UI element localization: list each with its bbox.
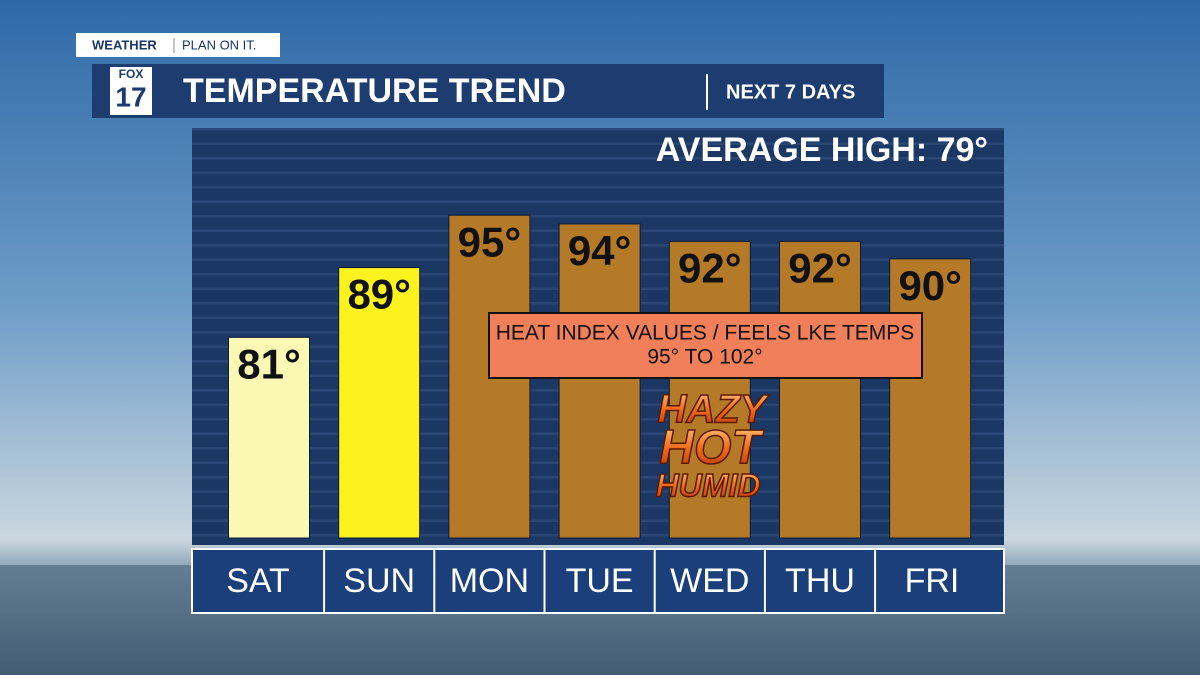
stamp-word: HOT xyxy=(659,422,764,475)
header-right: NEXT 7 DAYS xyxy=(726,81,855,103)
bar xyxy=(558,223,641,539)
stamp: HAZY HOT HUMID xyxy=(655,387,771,504)
logo-top: FOX xyxy=(119,67,144,81)
heat-index-line2: 95° TO 102° xyxy=(647,346,762,369)
value-label: 81° xyxy=(237,340,301,387)
brand-tagline: PLAN ON IT. xyxy=(182,37,256,52)
brand-bar xyxy=(76,33,280,57)
x-tick-label: MON xyxy=(450,562,529,600)
x-tick-label: SUN xyxy=(343,562,415,600)
x-tick-label: FRI xyxy=(905,562,960,600)
x-tick-label: WED xyxy=(670,562,749,600)
category-row xyxy=(191,548,1005,614)
title: TEMPERATURE TREND xyxy=(183,72,566,110)
heat-index-box xyxy=(488,312,923,379)
logo-number: 17 xyxy=(115,81,146,112)
value-label: 92° xyxy=(678,244,742,291)
bar xyxy=(889,258,972,539)
title-bar xyxy=(92,64,884,118)
x-tick-label: THU xyxy=(785,562,855,600)
heat-index-line1: HEAT INDEX VALUES / FEELS LKE TEMPS xyxy=(496,322,915,345)
bar xyxy=(779,240,861,539)
value-label: 92° xyxy=(788,244,852,291)
bar xyxy=(338,267,421,539)
average-high: AVERAGE HIGH: 79° xyxy=(656,131,988,169)
bar xyxy=(668,240,751,539)
stamp-word: HUMID xyxy=(656,467,761,503)
bars: 81° 89° 95° 94° 92° 92° 90° xyxy=(228,214,972,539)
value-label: 95° xyxy=(458,218,522,265)
logo-box xyxy=(110,67,152,115)
x-tick-label: TUE xyxy=(566,562,634,600)
value-label: 89° xyxy=(347,271,411,318)
value-label: 94° xyxy=(568,227,632,274)
categories: SAT SUN MON TUE WED THU FRI xyxy=(226,549,959,613)
value-label: 90° xyxy=(898,262,962,309)
brand-weather: WEATHER xyxy=(92,37,157,52)
x-tick-label: SAT xyxy=(226,562,290,600)
bar xyxy=(228,336,310,539)
stamp-word: HAZY xyxy=(658,388,770,432)
